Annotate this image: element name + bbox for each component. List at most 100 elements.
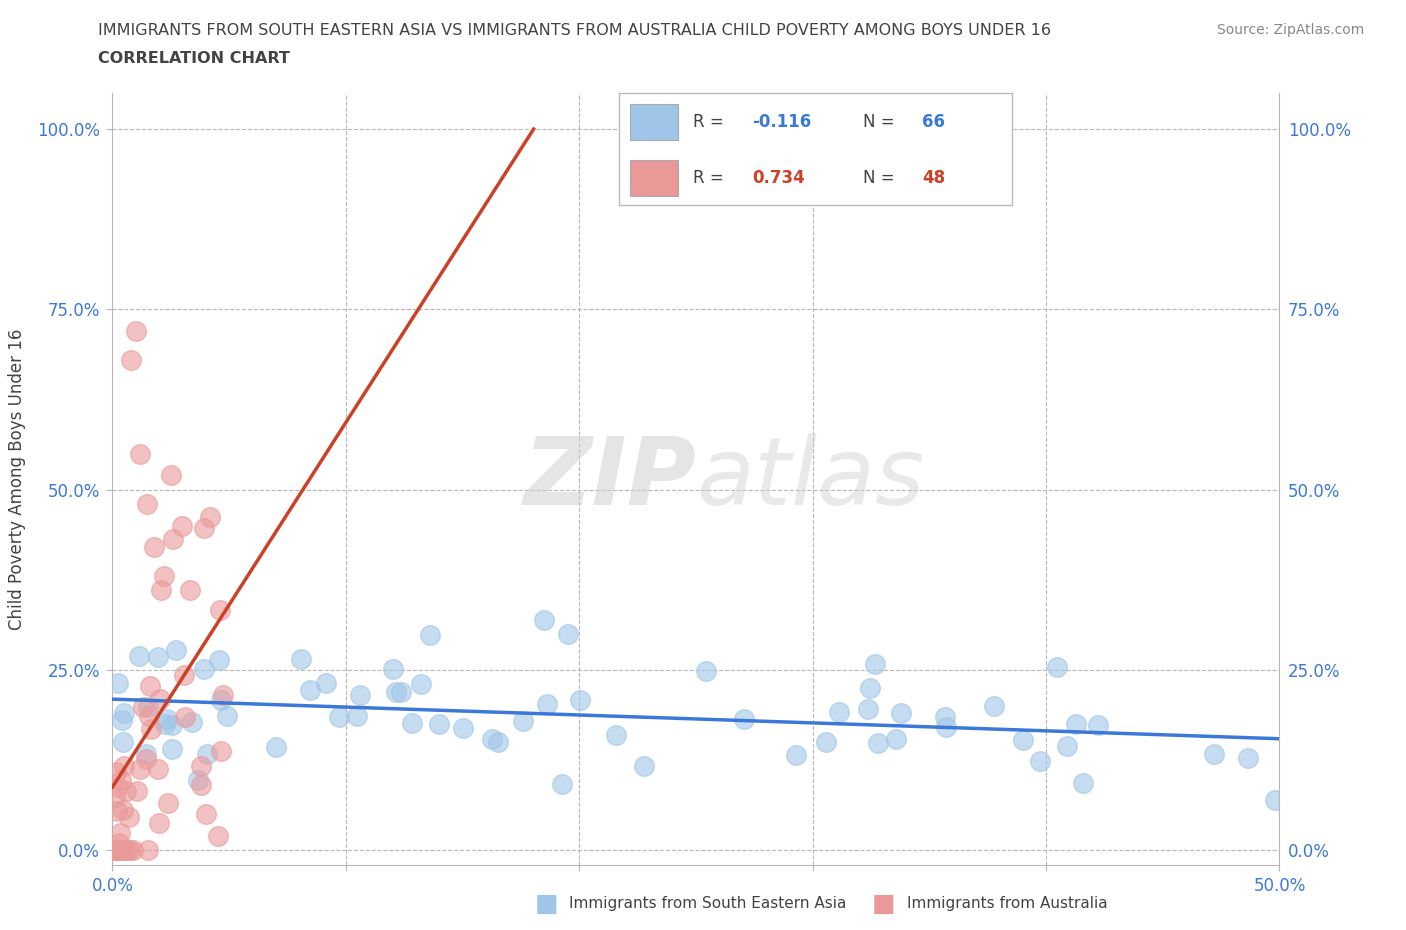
- Point: [1046, 659, 1069, 674]
- Text: Immigrants from South Eastern Asia: Immigrants from South Eastern Asia: [569, 897, 846, 911]
- Point: [104, 790, 127, 804]
- Point: [122, 843, 145, 857]
- Point: [111, 803, 134, 817]
- Point: [105, 843, 128, 857]
- Point: [209, 744, 232, 759]
- Point: [1087, 718, 1109, 733]
- Point: [110, 843, 132, 857]
- Text: 48: 48: [922, 169, 945, 187]
- Text: IMMIGRANTS FROM SOUTH EASTERN ASIA VS IMMIGRANTS FROM AUSTRALIA CHILD POVERTY AM: IMMIGRANTS FROM SOUTH EASTERN ASIA VS IM…: [98, 23, 1052, 38]
- Point: [104, 843, 127, 857]
- Point: [110, 773, 132, 788]
- Point: [127, 784, 149, 799]
- Text: CORRELATION CHART: CORRELATION CHART: [98, 51, 290, 66]
- Point: [135, 751, 157, 766]
- Y-axis label: Child Poverty Among Boys Under 16: Child Poverty Among Boys Under 16: [8, 328, 25, 630]
- Point: [112, 759, 135, 774]
- Point: [160, 468, 183, 483]
- Point: [695, 664, 717, 679]
- Point: [198, 510, 221, 525]
- Point: [108, 836, 131, 851]
- Point: [143, 540, 166, 555]
- Text: 0.734: 0.734: [752, 169, 806, 187]
- Point: [105, 843, 128, 857]
- Point: [1028, 753, 1050, 768]
- Point: [381, 661, 404, 676]
- Point: [173, 710, 195, 724]
- Point: [129, 446, 152, 461]
- Point: [536, 697, 558, 711]
- Point: [112, 706, 135, 721]
- Point: [605, 727, 627, 742]
- Point: [215, 709, 238, 724]
- Point: [150, 582, 173, 597]
- Point: [401, 716, 423, 731]
- Point: [179, 582, 201, 597]
- Point: [194, 807, 217, 822]
- Point: [389, 684, 412, 699]
- Point: [139, 678, 162, 693]
- Point: [162, 531, 184, 546]
- Point: [569, 692, 592, 707]
- Point: [195, 747, 218, 762]
- Point: [512, 714, 534, 729]
- FancyBboxPatch shape: [630, 160, 678, 195]
- Point: [107, 780, 129, 795]
- Point: [1237, 751, 1260, 765]
- Text: N =: N =: [863, 113, 894, 131]
- Point: [160, 741, 183, 756]
- Point: [486, 735, 509, 750]
- Point: [146, 762, 169, 777]
- Point: [633, 758, 655, 773]
- Point: [136, 843, 159, 857]
- Point: [107, 676, 129, 691]
- Point: [1202, 747, 1225, 762]
- Point: [481, 732, 503, 747]
- Point: [132, 700, 155, 715]
- Point: [138, 709, 160, 724]
- Text: N =: N =: [863, 169, 894, 187]
- Point: [1071, 776, 1094, 790]
- Point: [208, 653, 231, 668]
- Point: [785, 748, 807, 763]
- Point: [190, 759, 212, 774]
- Point: [866, 736, 889, 751]
- Point: [886, 732, 908, 747]
- Text: ZIP: ZIP: [523, 433, 696, 525]
- Point: [104, 843, 127, 857]
- Point: [815, 735, 838, 750]
- Point: [187, 773, 209, 788]
- Point: [315, 675, 337, 690]
- Point: [419, 628, 441, 643]
- Point: [733, 711, 755, 726]
- Point: [190, 777, 212, 792]
- Point: [118, 809, 141, 824]
- Point: [139, 722, 162, 737]
- Text: 66: 66: [922, 113, 945, 131]
- Point: [156, 795, 179, 810]
- Point: [551, 777, 574, 791]
- Text: Source: ZipAtlas.com: Source: ZipAtlas.com: [1216, 23, 1364, 37]
- Point: [160, 717, 183, 732]
- Point: [136, 699, 159, 714]
- Point: [1064, 717, 1087, 732]
- Point: [118, 843, 141, 857]
- Point: [533, 612, 555, 627]
- Point: [107, 843, 129, 857]
- Point: [827, 705, 849, 720]
- Point: [290, 651, 312, 666]
- Text: atlas: atlas: [696, 433, 924, 525]
- Point: [112, 735, 135, 750]
- Point: [934, 710, 956, 724]
- Point: [1264, 792, 1286, 807]
- Text: -0.116: -0.116: [752, 113, 811, 131]
- Point: [173, 668, 195, 683]
- Point: [112, 843, 135, 857]
- Point: [148, 649, 170, 664]
- Point: [212, 687, 235, 702]
- Point: [411, 677, 433, 692]
- Point: [108, 826, 131, 841]
- Point: [148, 816, 170, 830]
- Point: [863, 657, 886, 671]
- Point: [858, 701, 880, 716]
